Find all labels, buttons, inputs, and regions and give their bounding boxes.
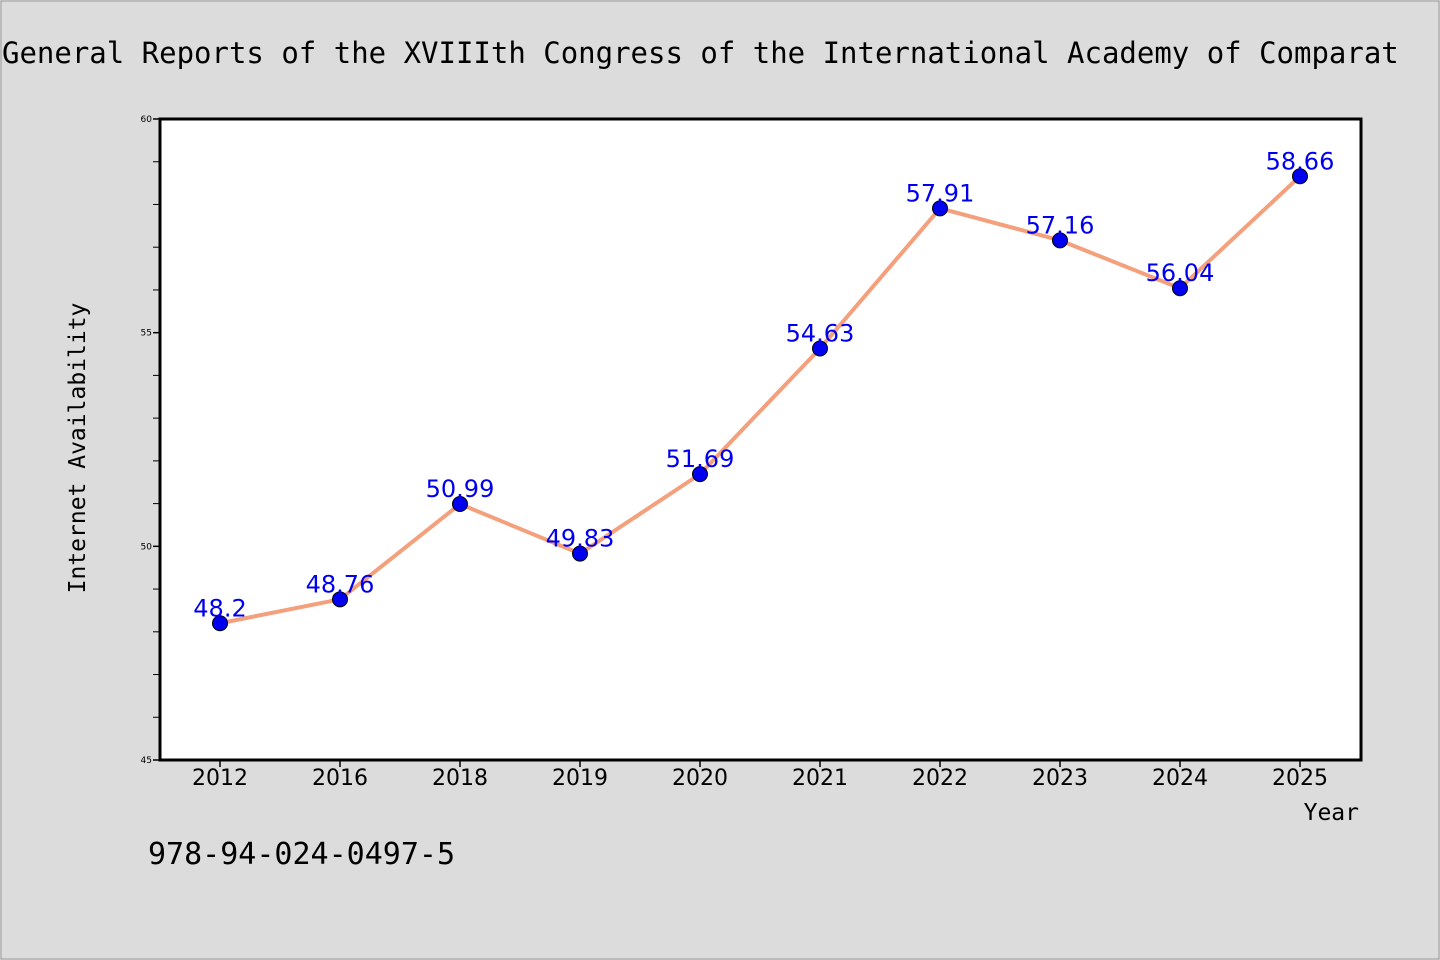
x-tick-label: 2012 (192, 766, 248, 791)
data-point (932, 200, 948, 217)
data-point (452, 496, 468, 513)
data-point (572, 545, 588, 562)
data-label: 50.99 (426, 475, 495, 503)
series-points-group (212, 168, 1308, 632)
plot-area (160, 119, 1361, 760)
data-point (1172, 280, 1188, 297)
x-tick-label: 2024 (1152, 766, 1208, 791)
data-point (812, 340, 828, 357)
x-tick-label: 2022 (912, 766, 968, 791)
series-line-group (218, 174, 1302, 626)
data-label: 51.69 (666, 445, 735, 473)
x-tick-label: 2023 (1032, 766, 1088, 791)
x-tick-label: 2021 (792, 766, 848, 791)
x-tick-label: 2016 (312, 766, 368, 791)
data-point (1292, 168, 1308, 185)
data-labels-group: 48.2 48.76 50.99 49.83 51.69 54.63 57.91 57.16 5… (193, 147, 1334, 622)
plot-frame (158, 117, 1363, 762)
chart-title: General Reports of the XVIIIth Congress … (2, 36, 1399, 70)
data-point (212, 615, 228, 632)
y-tick-label: 55 (141, 329, 152, 339)
data-label: 56.04 (1146, 259, 1215, 287)
data-label: 49.83 (546, 525, 615, 553)
y-tick-label: 60 (141, 115, 153, 125)
data-label: 48.2 (193, 594, 246, 622)
series-line (218, 174, 1302, 626)
y-tick-label: 50 (141, 542, 153, 552)
x-axis-ticks: 2012 2016 2018 2019 2020 2021 2022 2023 2024 2025 (192, 760, 1328, 791)
x-tick-label: 2019 (552, 766, 608, 791)
y-tick-label: 45 (141, 756, 152, 766)
data-point (1052, 232, 1068, 249)
data-label: 54.63 (786, 319, 855, 347)
x-axis-label: Year (1304, 800, 1359, 826)
data-label: 57.91 (906, 179, 975, 207)
x-tick-label: 2020 (672, 766, 728, 791)
x-tick-label: 2018 (432, 766, 488, 791)
data-point (692, 466, 708, 483)
data-label: 58.66 (1266, 147, 1335, 175)
y-axis-label: Internet Availability (65, 303, 91, 594)
data-label: 57.16 (1026, 211, 1095, 239)
data-point (332, 591, 348, 608)
isbn-footer: 978-94-024-0497-5 (148, 837, 455, 872)
x-tick-label: 2025 (1272, 766, 1328, 791)
data-label: 48.76 (306, 570, 375, 598)
